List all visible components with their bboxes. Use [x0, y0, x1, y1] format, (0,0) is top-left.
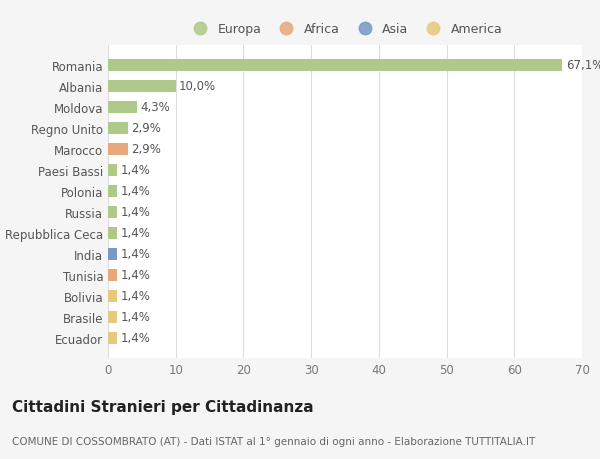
Bar [108, 207, 118, 218]
Bar [108, 144, 128, 155]
Text: 1,4%: 1,4% [121, 185, 151, 198]
Text: 4,3%: 4,3% [140, 101, 170, 114]
Bar [108, 269, 118, 281]
Bar [108, 249, 118, 260]
Text: 1,4%: 1,4% [121, 269, 151, 282]
Bar [108, 228, 118, 239]
Text: 1,4%: 1,4% [121, 311, 151, 324]
Bar [108, 186, 118, 197]
Legend: Europa, Africa, Asia, America: Europa, Africa, Asia, America [185, 21, 505, 39]
Bar [108, 123, 128, 134]
Bar [108, 291, 118, 302]
Text: 1,4%: 1,4% [121, 248, 151, 261]
Text: 1,4%: 1,4% [121, 164, 151, 177]
Text: Cittadini Stranieri per Cittadinanza: Cittadini Stranieri per Cittadinanza [12, 399, 314, 414]
Text: COMUNE DI COSSOMBRATO (AT) - Dati ISTAT al 1° gennaio di ogni anno - Elaborazion: COMUNE DI COSSOMBRATO (AT) - Dati ISTAT … [12, 436, 535, 446]
Text: 1,4%: 1,4% [121, 227, 151, 240]
Bar [108, 81, 176, 93]
Text: 10,0%: 10,0% [179, 80, 216, 93]
Bar [108, 102, 137, 113]
Bar [108, 332, 118, 344]
Bar [108, 60, 562, 72]
Text: 1,4%: 1,4% [121, 290, 151, 302]
Text: 1,4%: 1,4% [121, 206, 151, 219]
Bar [108, 165, 118, 176]
Bar [108, 311, 118, 323]
Text: 2,9%: 2,9% [131, 143, 161, 156]
Text: 2,9%: 2,9% [131, 122, 161, 135]
Text: 1,4%: 1,4% [121, 331, 151, 345]
Text: 67,1%: 67,1% [566, 59, 600, 73]
